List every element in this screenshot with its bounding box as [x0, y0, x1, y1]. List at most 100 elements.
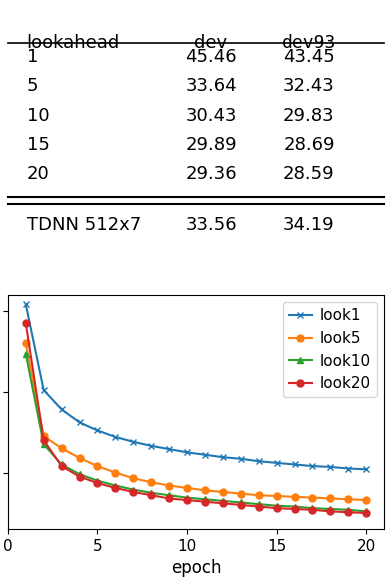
Text: 34.19: 34.19	[283, 216, 335, 234]
look20	[346, 509, 351, 516]
look1	[131, 438, 136, 445]
look20	[131, 489, 136, 496]
look5	[24, 339, 28, 346]
X-axis label: epoch: epoch	[171, 559, 221, 577]
look1	[274, 459, 279, 466]
look5	[113, 469, 118, 476]
look1	[77, 419, 82, 426]
Text: 20: 20	[27, 165, 49, 183]
Line: look20: look20	[22, 319, 370, 516]
look1	[364, 466, 368, 473]
look5	[274, 493, 279, 500]
look20	[256, 503, 261, 510]
look1	[256, 457, 261, 465]
look1	[310, 463, 315, 470]
look10	[203, 496, 207, 503]
look10	[238, 499, 243, 506]
Text: 15: 15	[27, 136, 49, 154]
Text: 29.36: 29.36	[185, 165, 237, 183]
look5	[59, 445, 64, 452]
look5	[167, 482, 171, 489]
Text: 43.45: 43.45	[283, 48, 335, 66]
look10	[167, 492, 171, 499]
look5	[41, 433, 46, 440]
look1	[41, 386, 46, 393]
look20	[274, 505, 279, 512]
look1	[185, 449, 189, 456]
Text: lookahead: lookahead	[27, 34, 120, 52]
look20	[221, 500, 225, 507]
look20	[310, 506, 315, 513]
look20	[149, 492, 154, 499]
look5	[221, 489, 225, 496]
look5	[310, 494, 315, 501]
Text: TDNN 512x7: TDNN 512x7	[27, 216, 141, 234]
look10	[364, 508, 368, 515]
look5	[77, 455, 82, 462]
look20	[77, 473, 82, 480]
look1	[328, 463, 333, 470]
look10	[185, 494, 189, 501]
look1	[203, 451, 207, 458]
look10	[77, 470, 82, 477]
look10	[256, 500, 261, 507]
look1	[59, 406, 64, 413]
look10	[95, 477, 100, 484]
look10	[24, 350, 28, 357]
look20	[113, 485, 118, 492]
look10	[274, 502, 279, 509]
look5	[364, 496, 368, 503]
Legend: look1, look5, look10, look20: look1, look5, look10, look20	[283, 302, 377, 397]
look10	[310, 505, 315, 512]
look10	[292, 503, 297, 510]
look1	[149, 442, 154, 449]
look20	[364, 509, 368, 516]
look10	[59, 461, 64, 468]
look10	[328, 506, 333, 513]
look5	[95, 463, 100, 470]
Line: look10: look10	[22, 350, 370, 515]
look5	[292, 493, 297, 500]
look1	[221, 454, 225, 461]
look20	[59, 463, 64, 470]
look5	[328, 495, 333, 502]
Line: look5: look5	[22, 340, 370, 503]
Text: dev93: dev93	[282, 34, 336, 52]
look20	[41, 437, 46, 444]
look1	[24, 300, 28, 308]
Text: 29.83: 29.83	[283, 107, 335, 125]
Text: 29.89: 29.89	[185, 136, 237, 154]
look20	[167, 495, 171, 502]
look1	[292, 461, 297, 468]
Line: look1: look1	[22, 301, 370, 473]
look1	[95, 427, 100, 434]
look5	[149, 479, 154, 486]
Text: 1: 1	[27, 48, 38, 66]
look20	[185, 496, 189, 503]
look20	[238, 502, 243, 509]
look5	[185, 485, 189, 492]
look5	[203, 487, 207, 494]
look1	[167, 446, 171, 453]
Text: 45.46: 45.46	[185, 48, 237, 66]
look10	[41, 441, 46, 448]
look1	[238, 455, 243, 462]
look20	[292, 506, 297, 513]
Text: dev: dev	[194, 34, 228, 52]
look10	[113, 482, 118, 489]
Text: 32.43: 32.43	[283, 78, 335, 95]
Text: 33.56: 33.56	[185, 216, 237, 234]
look10	[221, 497, 225, 505]
Text: 33.64: 33.64	[185, 78, 237, 95]
look20	[203, 498, 207, 505]
look20	[95, 480, 100, 487]
look20	[24, 319, 28, 326]
Text: 10: 10	[27, 107, 49, 125]
Text: 5: 5	[27, 78, 38, 95]
Text: 28.69: 28.69	[283, 136, 335, 154]
look5	[346, 496, 351, 503]
look20	[328, 508, 333, 515]
Text: 30.43: 30.43	[185, 107, 237, 125]
look5	[131, 475, 136, 482]
look1	[113, 433, 118, 440]
